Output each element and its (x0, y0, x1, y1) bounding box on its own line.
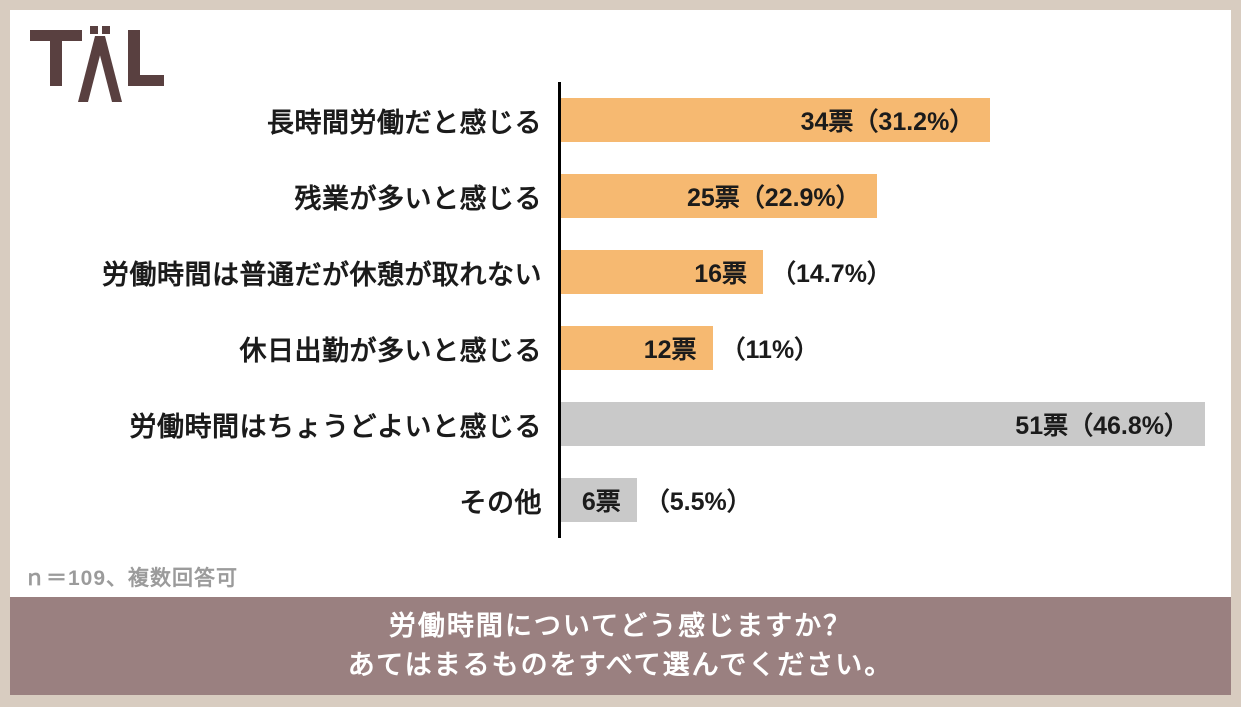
bar-cell: 25票（22.9%） (558, 158, 1205, 234)
bar-chart: 長時間労働だと感じる 34票（31.2%） 残業が多いと感じる 25票（22.9… (10, 82, 1205, 538)
chart-card: 長時間労働だと感じる 34票（31.2%） 残業が多いと感じる 25票（22.9… (10, 10, 1231, 695)
bar: 51票（46.8%） (561, 402, 1205, 446)
category-label: 労働時間は普通だが休憩が取れない (102, 259, 542, 290)
category-label: 長時間労働だと感じる (267, 107, 542, 138)
bar-cell: 34票（31.2%） (558, 82, 1205, 158)
bar-value-label: 34票（31.2%） (800, 108, 975, 136)
category-label: 残業が多いと感じる (294, 183, 542, 214)
category-label: 労働時間はちょうどよいと感じる (129, 411, 542, 442)
bar-cell: 6票 （5.5%） (558, 462, 1205, 538)
bar-cell: 12票 （11%） (558, 310, 1205, 386)
bar: 6票 (561, 478, 637, 522)
question-banner: 労働時間についてどう感じますか？ あてはまるものをすべて選んでください。 (10, 597, 1231, 695)
bar: 16票 (561, 250, 764, 294)
chart-row: 残業が多いと感じる 25票（22.9%） (10, 158, 1205, 234)
bar-percent-label: （11%） (720, 336, 820, 364)
bar-value-label: 16票 (694, 260, 748, 288)
chart-row: 休日出勤が多いと感じる 12票 （11%） (10, 310, 1205, 386)
category-label: 休日出勤が多いと感じる (239, 335, 542, 366)
bar-value-label: 51票（46.8%） (1015, 412, 1189, 440)
chart-row: 労働時間はちょうどよいと感じる 51票（46.8%） (10, 386, 1205, 462)
category-label: その他 (459, 487, 542, 518)
question-line-2: あてはまるものをすべて選んでください。 (347, 650, 894, 680)
chart-rows: 長時間労働だと感じる 34票（31.2%） 残業が多いと感じる 25票（22.9… (10, 82, 1205, 538)
sample-size-note: ｎ＝109、複数回答可 (24, 567, 239, 590)
bar-percent-label: （14.7%） (771, 260, 892, 288)
question-line-1: 労働時間についてどう感じますか？ (388, 610, 853, 641)
bar-value-label: 6票 (581, 488, 621, 516)
bar: 12票 (561, 326, 713, 370)
chart-row: 長時間労働だと感じる 34票（31.2%） (10, 82, 1205, 158)
bar-percent-label: （5.5%） (644, 488, 752, 516)
bar-value-label: 25票（22.9%） (686, 184, 861, 212)
chart-row: 労働時間は普通だが休憩が取れない 16票 （14.7%） (10, 234, 1205, 310)
chart-row: その他 6票 （5.5%） (10, 462, 1205, 538)
bar: 25票（22.9%） (561, 174, 877, 218)
bar-cell: 51票（46.8%） (558, 386, 1205, 462)
tal-logo (28, 24, 168, 104)
tal-logo-icon (30, 26, 164, 102)
bar-cell: 16票 （14.7%） (558, 234, 1205, 310)
bar: 34票（31.2%） (561, 98, 991, 142)
bar-value-label: 12票 (643, 336, 697, 364)
